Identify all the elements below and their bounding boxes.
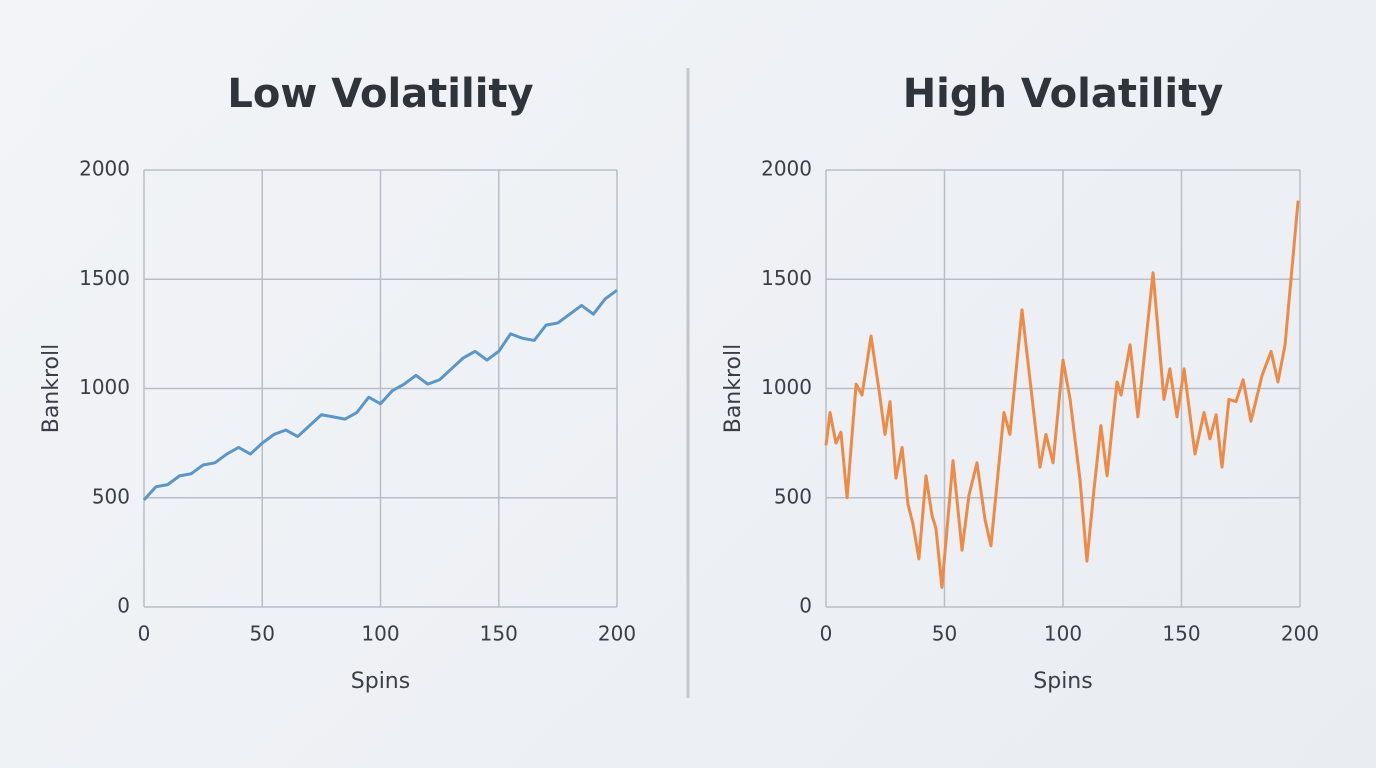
x-tick-label: 150 [1162, 622, 1200, 646]
y-tick-label: 1000 [79, 375, 130, 399]
y-tick-label: 1500 [761, 266, 812, 290]
y-tick-label: 1500 [79, 266, 130, 290]
chart-title: Low Volatility [227, 71, 533, 117]
x-tick-label: 200 [598, 622, 636, 646]
x-tick-label: 200 [1281, 622, 1319, 646]
x-axis-label: Spins [351, 669, 410, 694]
x-tick-label: 150 [480, 622, 518, 646]
x-tick-label: 100 [1044, 622, 1082, 646]
y-tick-label: 0 [799, 594, 812, 618]
data-line [142, 288, 618, 501]
y-axis-label: Bankroll [39, 344, 64, 434]
chart-title: High Volatility [903, 71, 1224, 117]
y-tick-label: 2000 [761, 157, 812, 181]
x-axis-label: Spins [1033, 669, 1092, 694]
y-axis-label: Bankroll [721, 344, 746, 434]
y-tick-label: 500 [92, 484, 130, 508]
x-tick-label: 50 [250, 622, 275, 646]
x-tick-label: 50 [932, 622, 957, 646]
data-line [824, 200, 1300, 589]
x-tick-label: 100 [361, 622, 399, 646]
x-tick-label: 0 [138, 622, 151, 646]
y-tick-label: 0 [117, 594, 130, 618]
y-tick-label: 500 [774, 484, 812, 508]
y-tick-label: 1000 [761, 375, 812, 399]
x-tick-label: 0 [820, 622, 833, 646]
y-tick-label: 2000 [79, 157, 130, 181]
